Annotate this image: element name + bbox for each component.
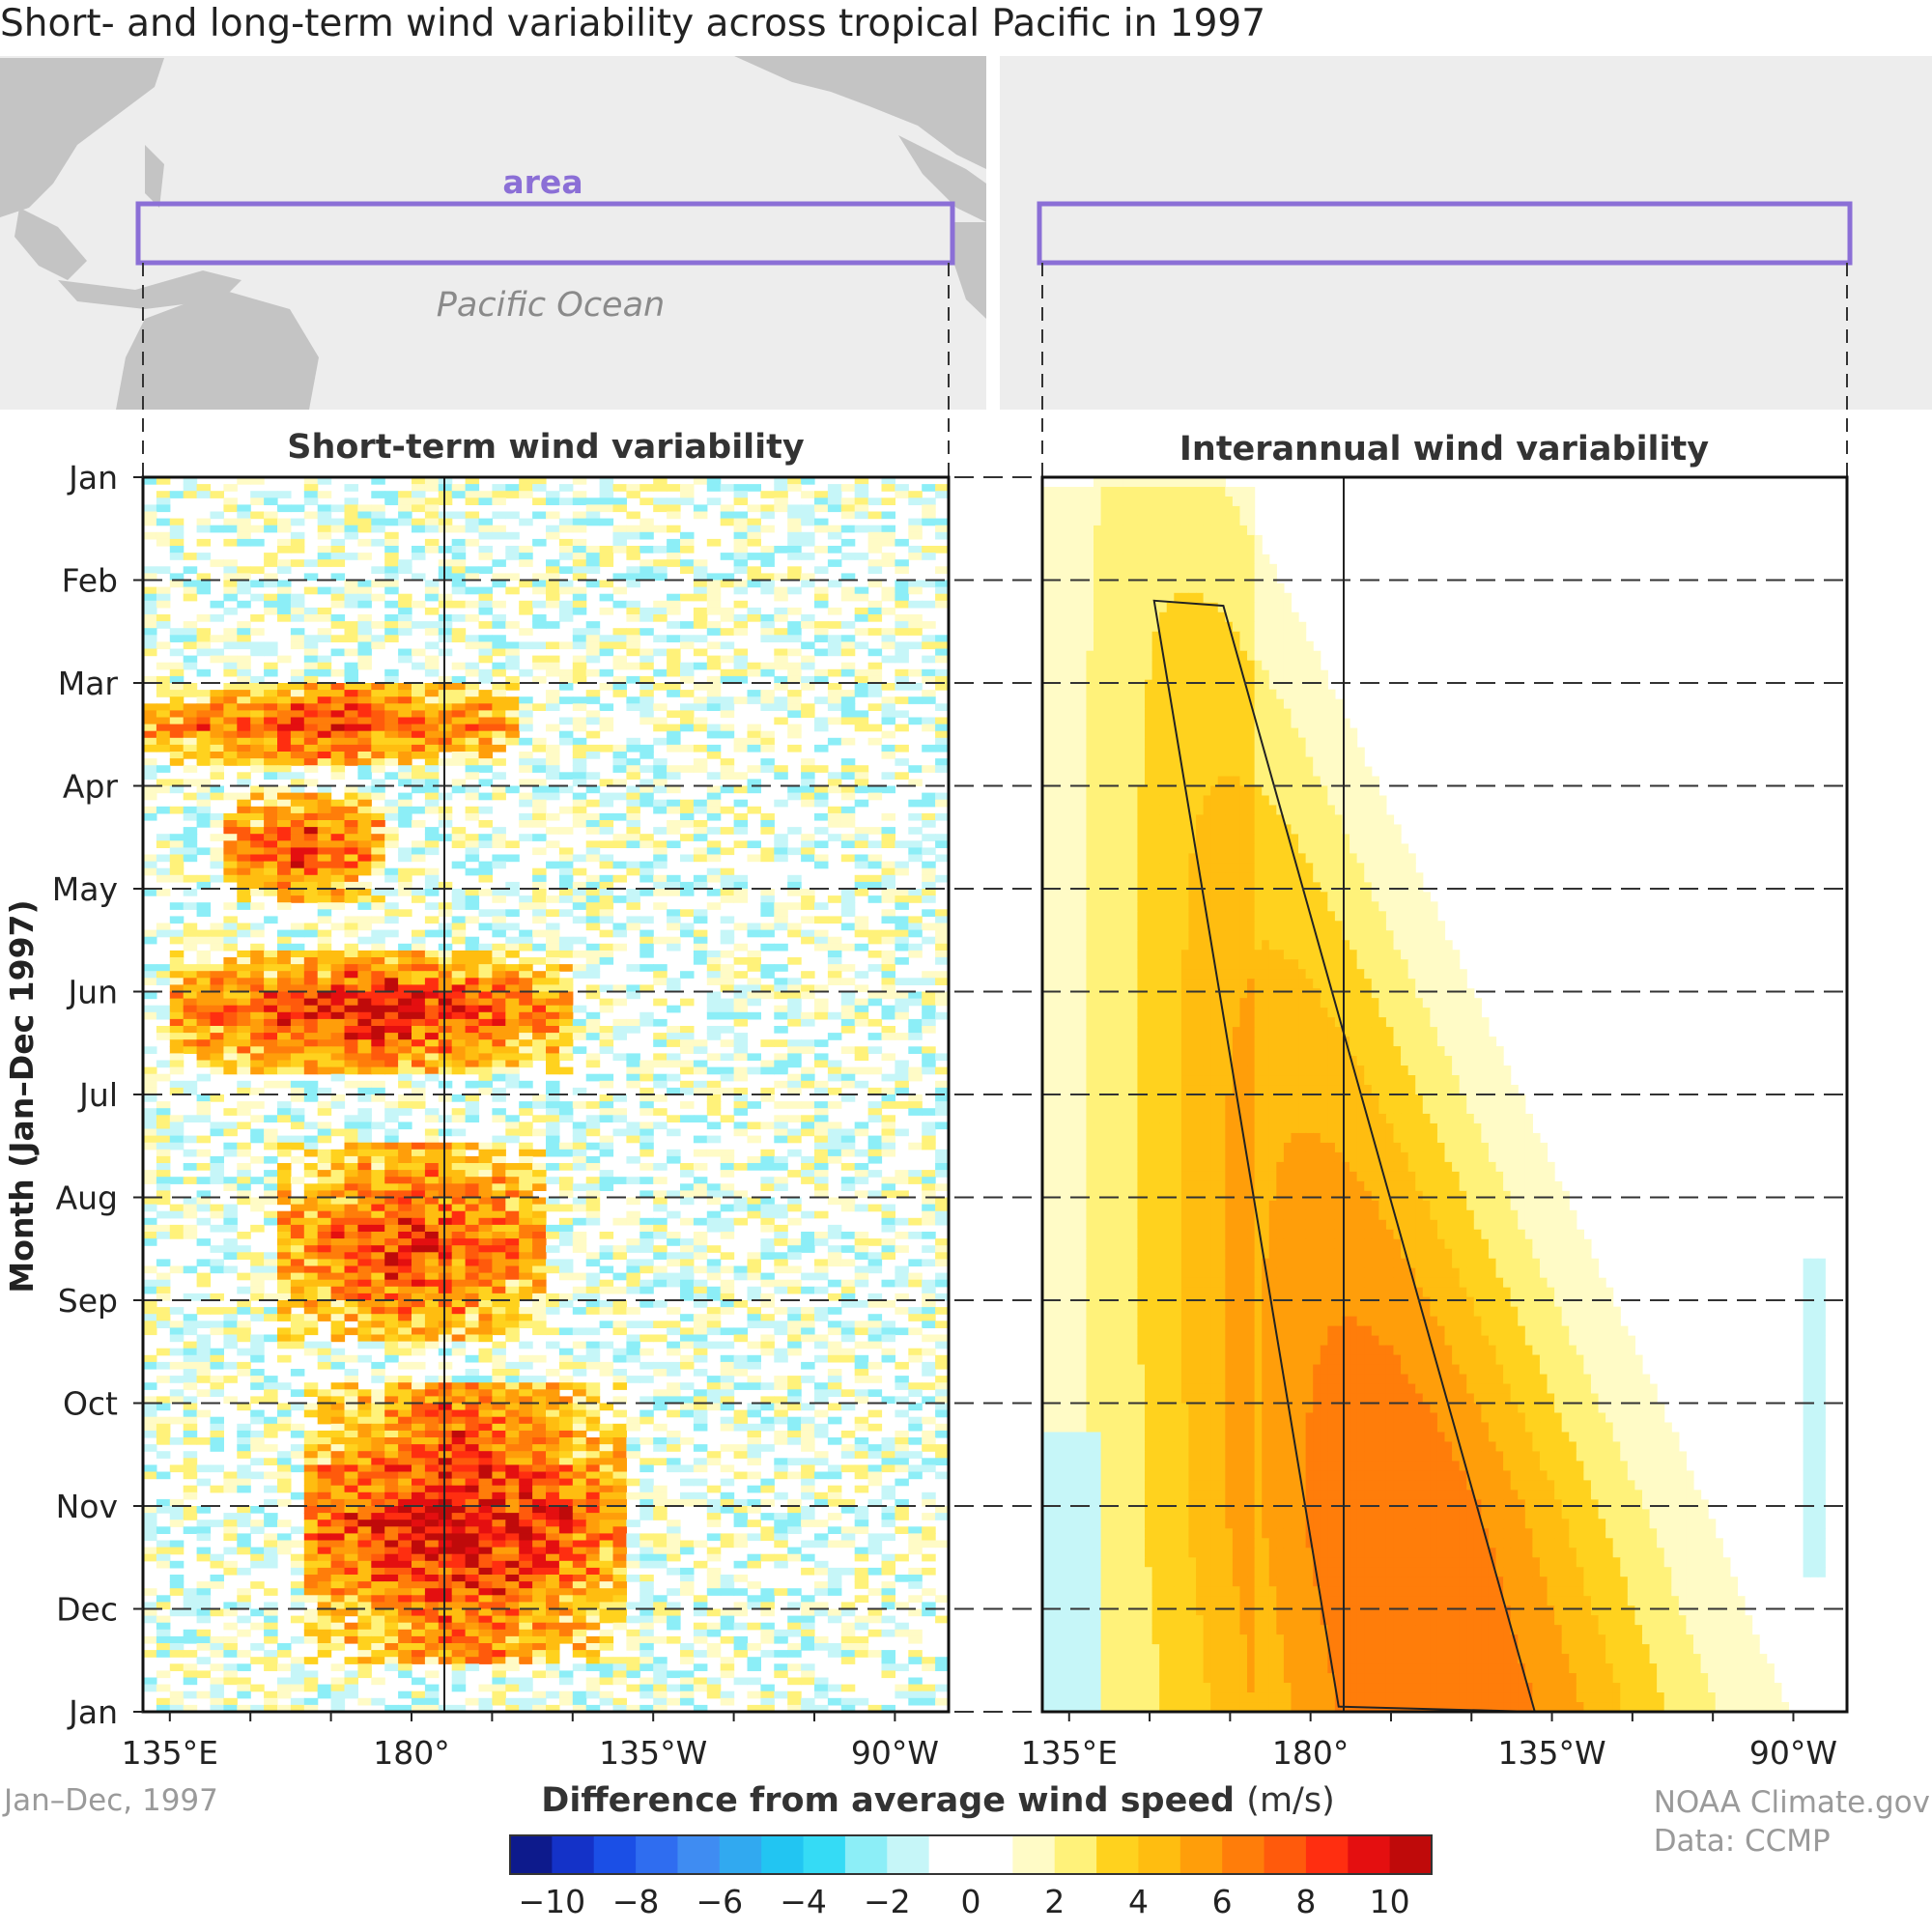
x-tick-label: 135°E — [122, 1734, 218, 1772]
colorbar-swatch — [1305, 1835, 1349, 1874]
colorbar-swatch — [1179, 1835, 1223, 1874]
map-left: area Pacific Ocean — [0, 56, 986, 410]
y-tick-label: May — [52, 870, 118, 908]
colorbar-swatch — [1096, 1835, 1139, 1874]
x-axis-left: 135°E 180° 135°W 90°W — [122, 1712, 939, 1772]
colorbar-tick-label: −8 — [612, 1883, 660, 1920]
y-tick-label: Dec — [56, 1591, 118, 1629]
colorbar-title: Difference from average wind speed (m/s) — [0, 1781, 1876, 1820]
y-tick-label: Jan — [67, 1693, 118, 1731]
colorbar-swatch — [510, 1835, 553, 1874]
y-tick-label: Aug — [56, 1179, 118, 1217]
x-tick-label: 135°W — [1498, 1734, 1606, 1772]
credit-line-1: NOAA Climate.gov — [1653, 1785, 1930, 1820]
ocean-label: Pacific Ocean — [437, 286, 665, 325]
colorbar-swatch — [636, 1835, 678, 1874]
colorbar-frame — [509, 1834, 1433, 1875]
colorbar-swatch — [887, 1835, 930, 1874]
area-label: area — [502, 163, 582, 201]
central-america-land — [898, 135, 986, 222]
colorbar-swatch — [593, 1835, 637, 1874]
colorbar-tick-label: 0 — [961, 1883, 981, 1920]
y-tick-label: Jun — [66, 974, 118, 1011]
colorbar: −10 −8 −6 −4 −2 0 2 4 6 8 10 — [509, 1834, 1433, 1920]
date-range-note: Jan–Dec, 1997 — [4, 1783, 218, 1818]
colorbar-tick-label: −2 — [864, 1883, 911, 1920]
y-tick-label: Mar — [58, 665, 119, 702]
y-tick-label: Feb — [62, 562, 118, 600]
colorbar-swatch — [928, 1835, 972, 1874]
colorbar-unit: (m/s) — [1246, 1781, 1335, 1820]
north-america-land — [734, 56, 986, 169]
x-tick-label: 90°W — [851, 1734, 939, 1772]
philippines-land — [145, 145, 164, 208]
colorbar-swatch — [1222, 1835, 1265, 1874]
panel-title-short-term: Short-term wind variability — [287, 428, 805, 467]
credit-block: NOAA Climate.gov Data: CCMP — [1654, 1783, 1930, 1861]
australia-land — [116, 290, 319, 410]
y-tick-label: Sep — [58, 1282, 118, 1320]
map-right — [1000, 56, 1932, 410]
south-america-land — [952, 222, 986, 319]
indonesia-land — [58, 270, 242, 309]
page-title: Short- and long-term wind variability ac… — [0, 2, 1266, 45]
y-axis-title: Month (Jan–Dec 1997) — [3, 899, 41, 1293]
colorbar-tick-label: 4 — [1128, 1883, 1149, 1920]
colorbar-swatch — [719, 1835, 762, 1874]
colorbar-swatch — [1054, 1835, 1097, 1874]
colorbar-tick-label: 8 — [1295, 1883, 1316, 1920]
y-tick-label: Apr — [63, 768, 119, 806]
colorbar-swatch — [1138, 1835, 1181, 1874]
credit-line-2: Data: CCMP — [1653, 1824, 1831, 1859]
colorbar-swatch — [677, 1835, 721, 1874]
x-axis-right: 135°E 180° 135°W 90°W — [1021, 1712, 1837, 1772]
y-axis: Jan Feb Mar Apr May Jun Jul Aug Sep Oct Nov Dec Jan — [52, 459, 143, 1731]
colorbar-tick-label: −4 — [780, 1883, 827, 1920]
frame-right — [1040, 475, 1849, 1714]
colorbar-tick-label: 10 — [1370, 1883, 1410, 1920]
colorbar-swatch — [1348, 1835, 1391, 1874]
panel-title-interannual: Interannual wind variability — [1179, 430, 1709, 469]
southeast-asia-land — [14, 208, 87, 280]
colorbar-swatch — [1389, 1835, 1433, 1874]
colorbar-tick-label: 6 — [1212, 1883, 1233, 1920]
y-tick-label: Jul — [77, 1076, 118, 1114]
x-tick-label: 180° — [1272, 1734, 1350, 1772]
colorbar-swatch — [1012, 1835, 1056, 1874]
colorbar-title-text: Difference from average wind speed — [541, 1781, 1236, 1820]
colorbar-swatch — [803, 1835, 846, 1874]
colorbar-swatch — [1264, 1835, 1307, 1874]
y-tick-label: Nov — [56, 1488, 118, 1525]
x-tick-label: 90°W — [1749, 1734, 1837, 1772]
x-tick-label: 180° — [373, 1734, 450, 1772]
y-tick-label: Jan — [67, 459, 118, 497]
colorbar-swatch — [552, 1835, 595, 1874]
y-tick-label: Oct — [63, 1385, 118, 1423]
colorbar-swatch — [971, 1835, 1013, 1874]
map-connector-lines — [142, 263, 1848, 477]
x-tick-label: 135°W — [599, 1734, 707, 1772]
colorbar-tick-label: −10 — [519, 1883, 586, 1920]
colorbar-tick-label: −6 — [696, 1883, 743, 1920]
colorbar-swatch — [761, 1835, 805, 1874]
asia-landmass — [0, 58, 164, 217]
colorbar-swatch — [844, 1835, 888, 1874]
x-tick-label: 135°E — [1021, 1734, 1118, 1772]
colorbar-tick-label: 2 — [1044, 1883, 1065, 1920]
